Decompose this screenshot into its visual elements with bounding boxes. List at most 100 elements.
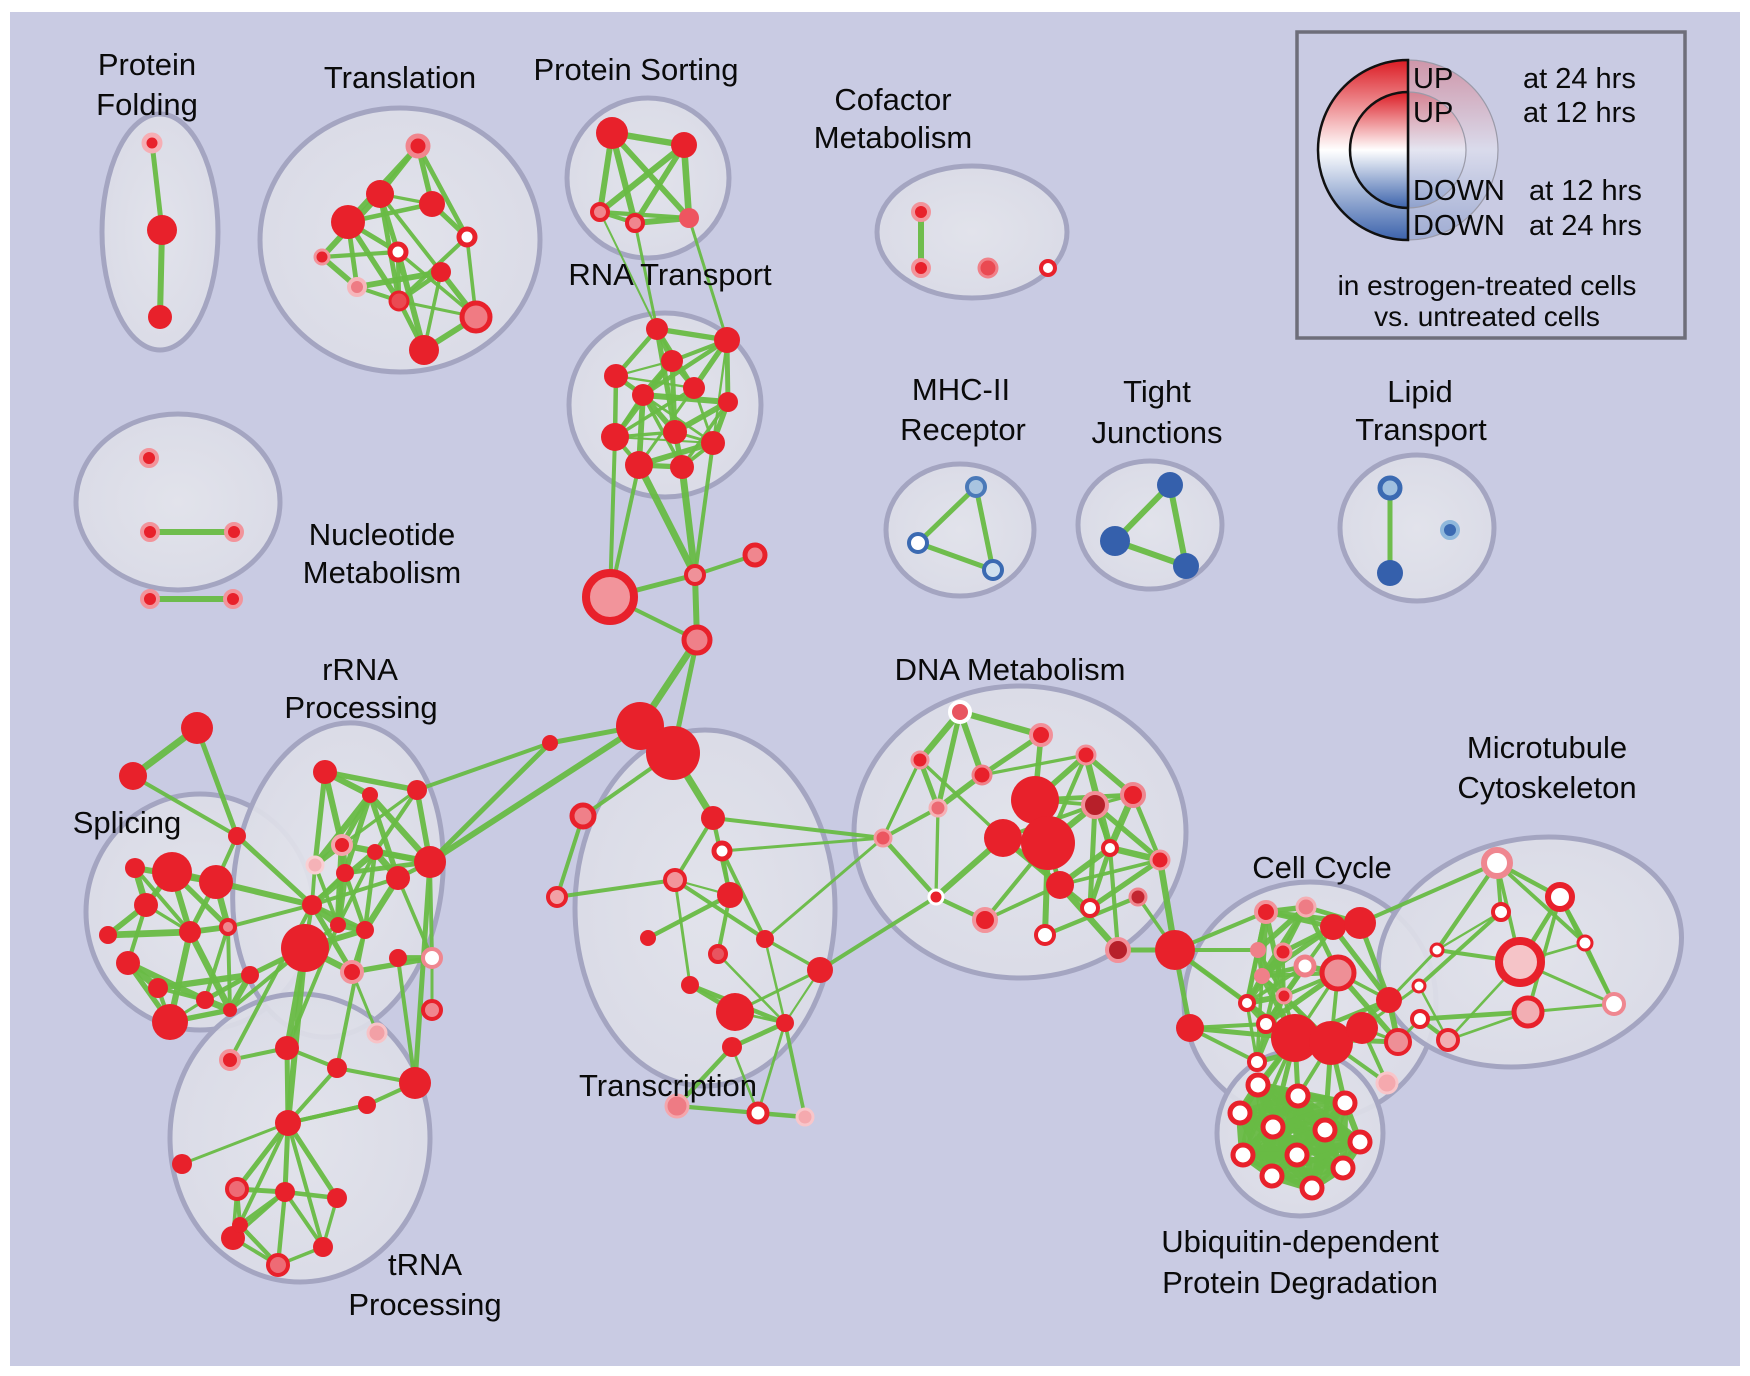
cluster-label-DM: DNA Metabolism	[895, 652, 1126, 687]
network-node	[596, 117, 628, 149]
network-node	[1332, 1090, 1358, 1116]
network-node	[1259, 1163, 1285, 1189]
network-node	[152, 1004, 188, 1040]
network-edge	[286, 1121, 325, 1249]
network-node	[640, 930, 656, 946]
network-node	[1230, 1142, 1256, 1168]
network-node	[971, 764, 993, 786]
network-edge	[1495, 861, 1587, 945]
network-edge	[687, 216, 729, 342]
network-node	[1275, 987, 1293, 1005]
network-node	[219, 918, 237, 936]
network-node	[1319, 954, 1357, 992]
network-edge	[340, 788, 419, 847]
network-node	[965, 476, 987, 498]
legend-entry-label: UP	[1413, 63, 1453, 95]
network-node	[219, 1049, 241, 1071]
network-node	[196, 991, 214, 1009]
legend-entry-time: at 12 hrs	[1529, 175, 1642, 207]
network-edge	[1167, 482, 1189, 569]
network-node	[718, 392, 738, 412]
network-edge	[1330, 924, 1392, 1003]
network-edge	[124, 959, 209, 1004]
network-node	[1481, 847, 1513, 879]
network-node	[1295, 896, 1317, 918]
network-node	[99, 926, 117, 944]
network-node	[911, 202, 931, 222]
network-node	[1411, 978, 1427, 994]
network-edge	[674, 1103, 761, 1116]
network-node	[266, 1253, 290, 1277]
cluster-label-MH: MHC-II	[912, 372, 1010, 407]
network-node	[172, 1154, 192, 1174]
network-node	[232, 1217, 248, 1233]
network-node	[1260, 1114, 1286, 1140]
network-node	[1149, 849, 1171, 871]
cluster-label-TR: Translation	[324, 60, 476, 95]
network-edge	[1417, 1009, 1531, 1022]
network-node	[625, 451, 653, 479]
network-edge	[180, 1121, 290, 1166]
network-node	[409, 335, 439, 365]
network-node	[330, 917, 346, 933]
network-edge	[645, 892, 733, 941]
network-node	[1436, 1028, 1460, 1052]
network-node	[387, 241, 409, 263]
cluster-labels: Protein Folding Translation Protein Sorting…	[73, 47, 1637, 1322]
network-edge	[635, 461, 699, 579]
network-edge	[335, 928, 367, 1070]
network-node	[1173, 553, 1199, 579]
network-edge	[756, 1021, 787, 1115]
cluster-ellipse-PS	[564, 95, 732, 261]
network-node	[776, 1014, 794, 1032]
cluster-ellipse-NU	[73, 411, 283, 593]
network-node	[910, 750, 930, 770]
cluster-label-UB: Protein Degradation	[1162, 1265, 1438, 1300]
cluster-label-CO: Cofactor	[834, 82, 951, 117]
cluster-ellipse-TR	[257, 105, 543, 375]
network-node	[419, 191, 445, 217]
network-edge	[763, 937, 787, 1025]
network-edge	[427, 723, 643, 865]
network-node	[714, 327, 740, 353]
network-node	[331, 205, 365, 239]
cluster-label-PS: Protein Sorting	[533, 52, 738, 87]
network-node	[1376, 987, 1402, 1013]
network-node	[327, 1058, 347, 1078]
network-edge	[342, 870, 368, 933]
network-node	[746, 1101, 770, 1125]
network-edge	[730, 1045, 760, 1115]
network-edge	[763, 836, 885, 941]
legend-ring-left	[1348, 90, 1410, 210]
network-edge	[880, 835, 939, 900]
network-node	[590, 202, 610, 222]
network-node	[664, 1093, 690, 1119]
network-node	[1254, 900, 1278, 924]
network-node	[399, 1067, 431, 1099]
network-edge	[322, 769, 420, 793]
network-node	[1080, 898, 1100, 918]
network-node	[1377, 560, 1403, 586]
network-node	[927, 888, 945, 906]
network-edge	[354, 269, 444, 290]
cluster-ellipse-CO	[874, 163, 1070, 301]
network-node	[569, 802, 597, 830]
network-node	[302, 895, 322, 915]
network-node	[1105, 937, 1131, 963]
network-node	[456, 226, 478, 248]
network-node	[1247, 1052, 1267, 1072]
network-node	[604, 364, 628, 388]
network-node	[421, 947, 443, 969]
network-edge	[934, 806, 940, 899]
network-edge	[674, 1044, 735, 1109]
network-edge	[640, 392, 731, 405]
network-edge	[226, 925, 232, 1012]
network-edge	[973, 484, 996, 573]
network-node	[1120, 782, 1146, 808]
network-edge	[427, 740, 553, 865]
cluster-label-MT: Cytoskeleton	[1457, 770, 1636, 805]
network-edge	[678, 463, 699, 579]
network-node	[1545, 882, 1575, 912]
network-node	[1346, 1012, 1378, 1044]
network-node	[305, 855, 325, 875]
